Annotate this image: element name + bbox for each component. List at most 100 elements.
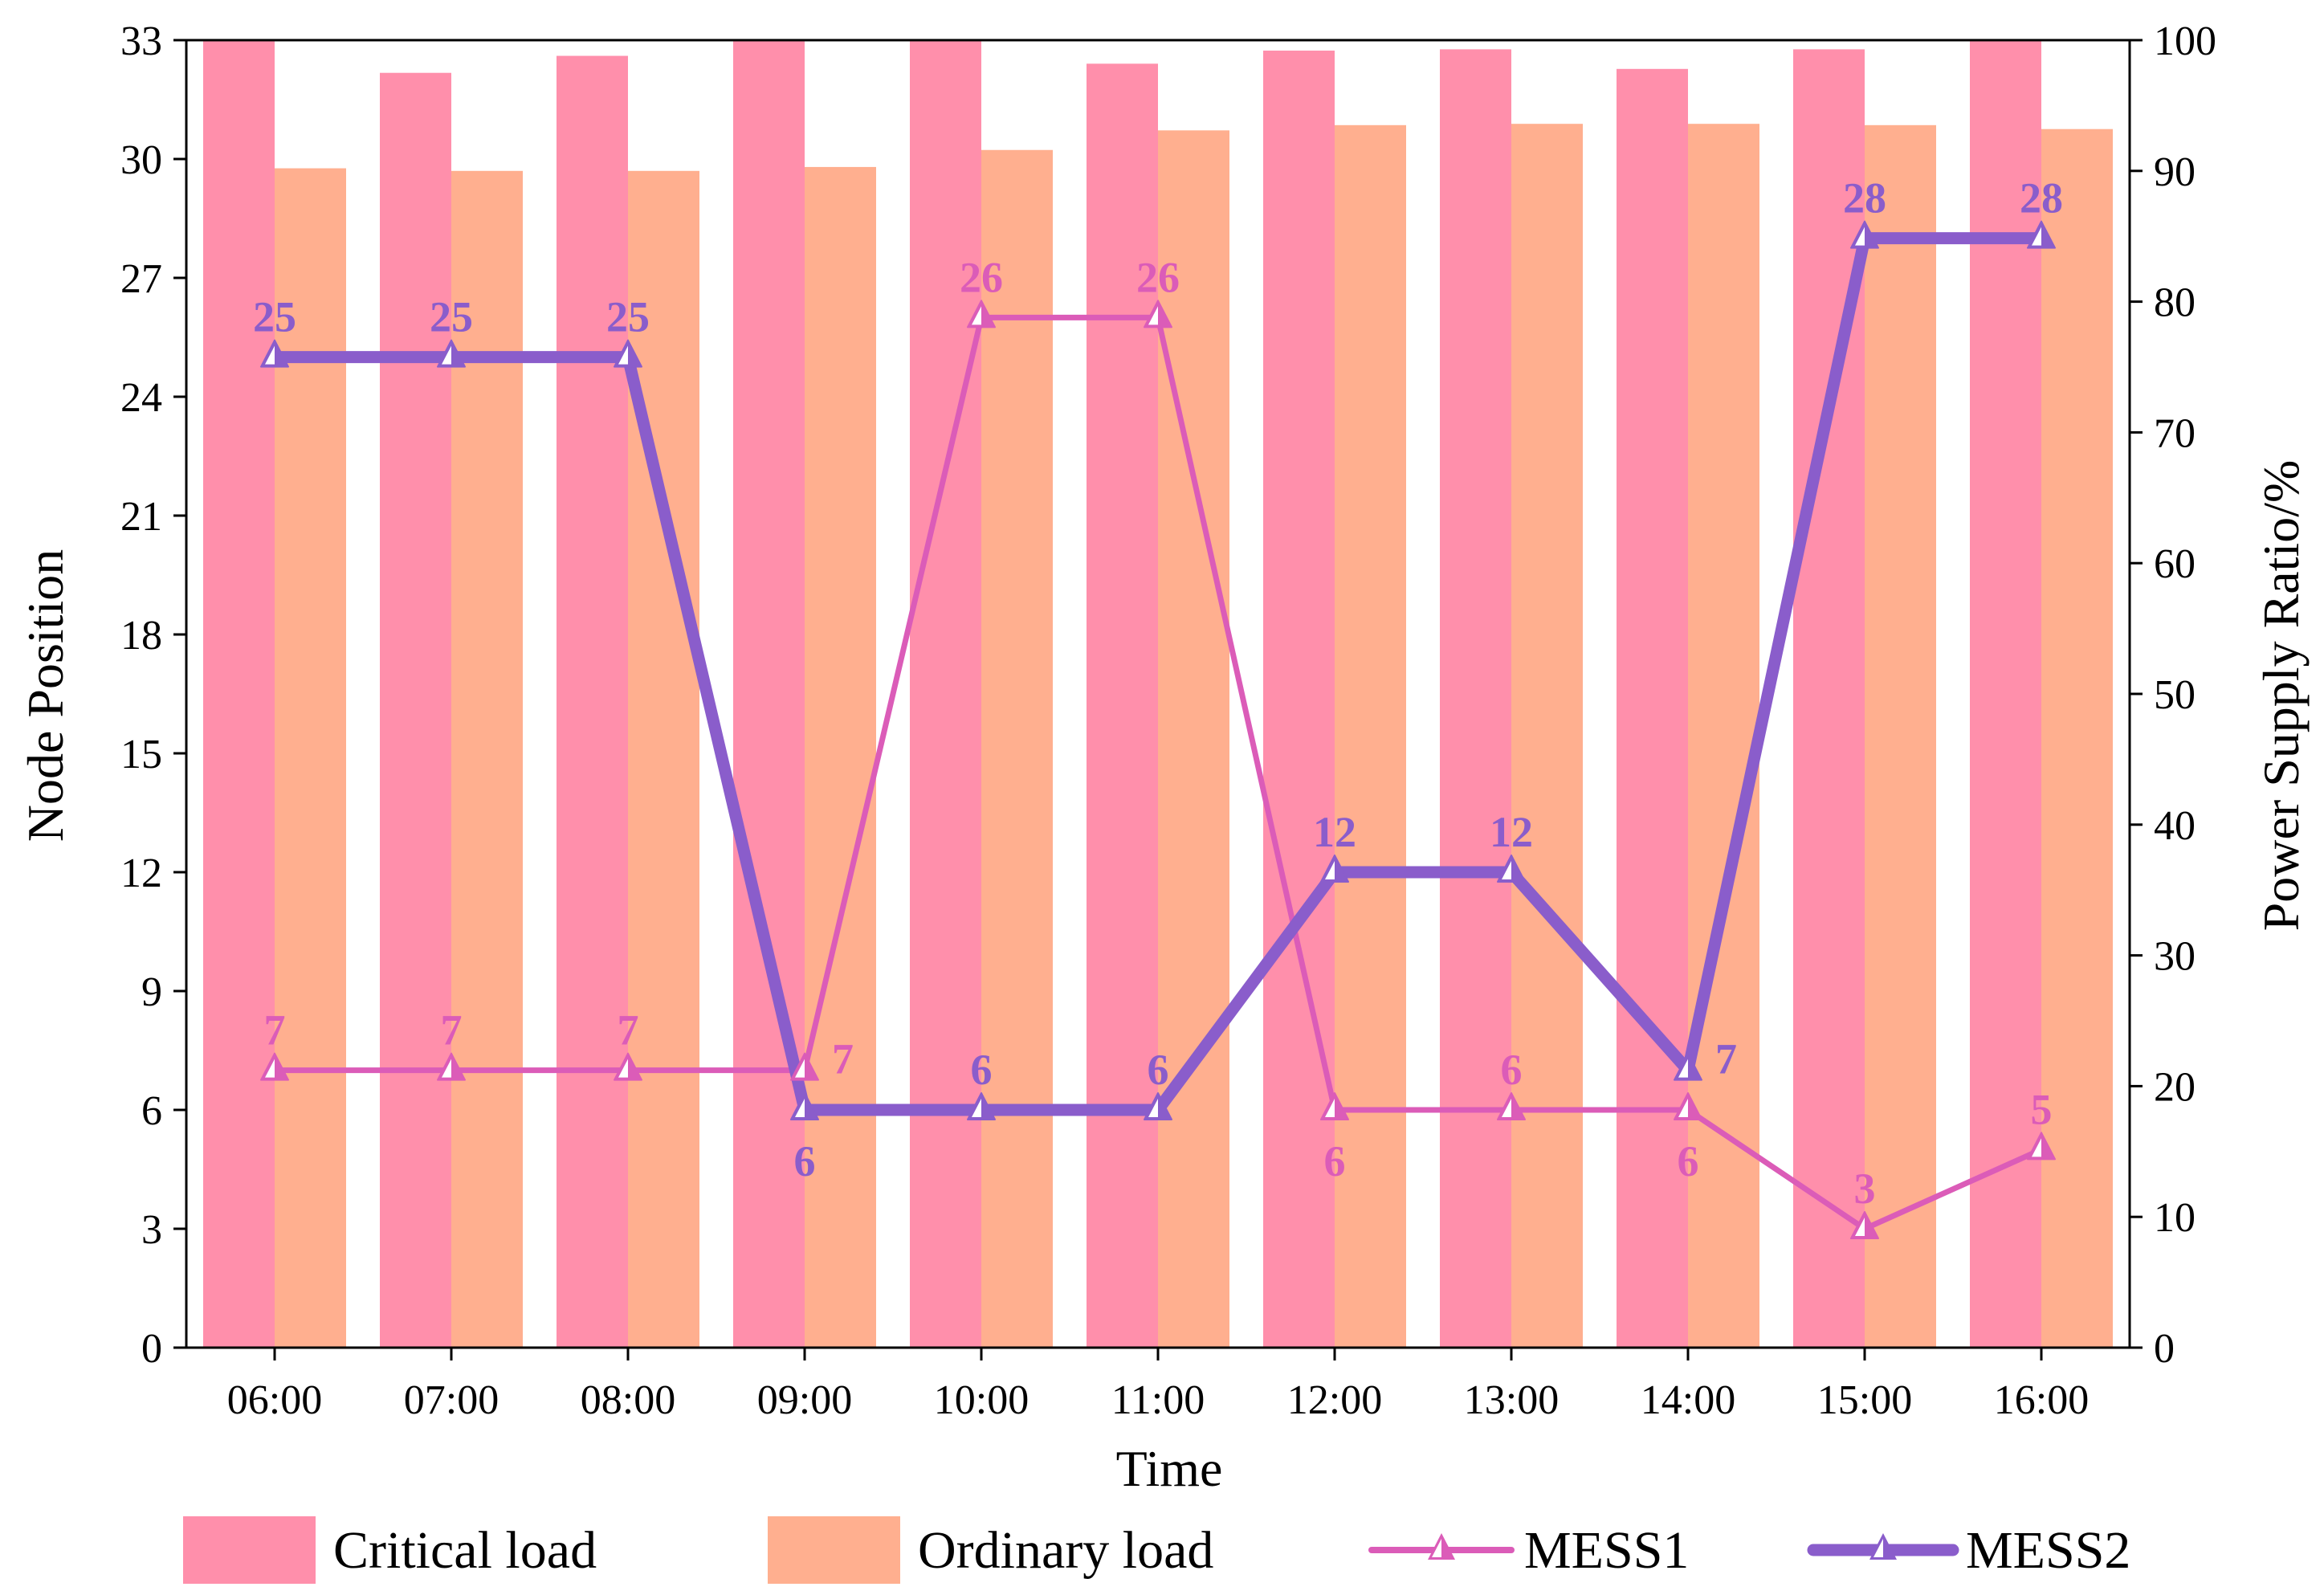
mess2-marker-2 (614, 339, 642, 368)
mess1-marker-3 (790, 1052, 819, 1081)
bar-critical-load-2 (557, 55, 628, 1348)
bar-critical-load-7 (1440, 49, 1511, 1348)
mess1-marker-1 (437, 1052, 466, 1081)
mess1-point-label-5: 26 (1136, 253, 1180, 301)
mess2-point-label-8: 7 (1715, 1035, 1737, 1083)
bar-ordinary-load-10 (2041, 128, 2113, 1348)
y-left-tick-label-11: 33 (120, 18, 162, 64)
mess2-marker-1 (437, 339, 466, 368)
mess1-marker-2 (614, 1052, 642, 1081)
bars-layer (203, 40, 2113, 1348)
mess1-marker-6 (1320, 1092, 1349, 1120)
mess1-marker-highlight (442, 1059, 451, 1078)
mess2-marker-highlight (1325, 861, 1335, 879)
mess1-marker-5 (1144, 300, 1172, 328)
bar-ordinary-load-9 (1865, 124, 1936, 1348)
mess1-marker-highlight (1325, 1099, 1335, 1117)
mess2-marker-highlight (618, 345, 628, 365)
legend-label-mess1: MESS1 (1524, 1521, 1689, 1580)
x-tick-label-7: 13:00 (1464, 1377, 1559, 1423)
mess2-point-label-2: 25 (606, 293, 650, 341)
mess2-marker-8 (1674, 1052, 1702, 1081)
mess2-marker-highlight (795, 1099, 805, 1117)
x-tick-label-1: 07:00 (404, 1377, 499, 1423)
mess2-marker-highlight (972, 1099, 981, 1117)
mess2-point-label-5: 6 (1148, 1046, 1169, 1094)
y-right-tick-label-8: 80 (2154, 280, 2196, 326)
mess2-point-label-0: 25 (253, 293, 296, 341)
mess1-marker-highlight (1148, 306, 1158, 325)
mess1-point-label-9: 3 (1854, 1165, 1876, 1213)
mess1-marker-highlight (795, 1059, 805, 1078)
mess1-marker-highlight (1678, 1099, 1688, 1117)
bar-critical-load-1 (380, 72, 451, 1348)
mess2-marker-highlight (265, 345, 275, 365)
y-right-tick-label-2: 20 (2154, 1064, 2196, 1110)
bar-critical-load-5 (1087, 63, 1158, 1348)
mess2-marker-6 (1320, 855, 1349, 883)
mess2-point-label-7: 12 (1490, 808, 1533, 856)
x-tick-label-0: 06:00 (227, 1377, 322, 1423)
legend-swatch-mess1 (1368, 1533, 1515, 1560)
mess2-point-label-3: 6 (794, 1137, 816, 1185)
mess1-marker-9 (1850, 1211, 1879, 1239)
x-axis-title: Time (1116, 1440, 1223, 1497)
mess2-point-label-4: 6 (971, 1046, 993, 1094)
x-tick-label-6: 12:00 (1287, 1377, 1382, 1423)
mess2-marker-9 (1850, 220, 1879, 249)
bar-critical-load-10 (1970, 40, 2041, 1348)
y-left-tick-label-3: 9 (141, 969, 162, 1015)
mess2-marker-highlight (1148, 1099, 1158, 1117)
mess1-marker-highlight (1502, 1099, 1511, 1117)
y-left-tick-label-2: 6 (141, 1088, 162, 1134)
y-right-tick-label-7: 70 (2154, 410, 2196, 456)
mess1-point-label-0: 7 (264, 1006, 286, 1054)
mess2-marker-0 (260, 339, 289, 368)
y-left-tick-label-8: 24 (120, 375, 162, 421)
y-right-tick-label-10: 100 (2154, 18, 2216, 64)
y-right-tick-label-4: 40 (2154, 803, 2196, 849)
y-right-tick-label-3: 30 (2154, 934, 2196, 980)
mess1-marker-highlight (972, 306, 981, 325)
mess2-marker-4 (967, 1092, 996, 1120)
point-labels-layer: 7 7 7 7 26 26 6 6 6 3 5 25 25 25 6 6 6 12 12 7 28 28 (253, 174, 2063, 1213)
mess2-marker-highlight (1678, 1059, 1688, 1078)
mess1-point-label-2: 7 (618, 1006, 639, 1054)
x-tick-label-8: 14:00 (1641, 1377, 1735, 1423)
y-right-tick-label-1: 10 (2154, 1195, 2196, 1241)
bar-ordinary-load-2 (628, 170, 699, 1348)
y-right-tick-label-9: 90 (2154, 149, 2196, 195)
mess1-point-label-7: 6 (1501, 1046, 1523, 1094)
x-tick-label-9: 15:00 (1817, 1377, 1912, 1423)
mess1-marker-10 (2027, 1132, 2056, 1161)
bar-ordinary-load-4 (981, 149, 1053, 1348)
mess2-legend-marker-highlight (1873, 1539, 1883, 1557)
mess2-marker-highlight (442, 345, 451, 365)
y-left-tick-label-6: 18 (120, 613, 162, 659)
mess2-point-label-9: 28 (1843, 174, 1886, 222)
axes-layer: 0 3 6 9 12 15 18 21 24 27 30 33 0 10 20 30 40 50 60 70 80 90 1… (120, 18, 2216, 1423)
mess1-marker-4 (967, 300, 996, 328)
mess1-marker-7 (1497, 1092, 1526, 1120)
y-axis-left-title: Node Position (17, 549, 74, 842)
legend-swatch-mess2 (1807, 1533, 1959, 1560)
mess1-point-label-8: 6 (1678, 1137, 1699, 1185)
mess1-marker-8 (1674, 1092, 1702, 1120)
mess2-marker-highlight (1502, 861, 1511, 879)
mess1-point-label-3: 7 (832, 1035, 854, 1083)
mess1-marker-highlight (1855, 1218, 1865, 1236)
legend-label-mess2: MESS2 (1966, 1521, 2130, 1580)
y-left-tick-label-9: 27 (120, 256, 162, 302)
mess2-point-label-1: 25 (430, 293, 473, 341)
y-left-tick-label-10: 30 (120, 137, 162, 183)
bar-critical-load-0 (203, 40, 275, 1348)
mess1-point-label-4: 26 (960, 253, 1003, 301)
x-tick-label-5: 11:00 (1111, 1377, 1205, 1423)
mess2-marker-5 (1144, 1092, 1172, 1120)
mess1-point-label-6: 6 (1324, 1137, 1346, 1185)
bar-critical-load-4 (910, 40, 981, 1348)
y-left-tick-label-7: 21 (120, 494, 162, 540)
mess2-point-label-6: 12 (1313, 808, 1356, 856)
x-tick-label-2: 08:00 (581, 1377, 675, 1423)
